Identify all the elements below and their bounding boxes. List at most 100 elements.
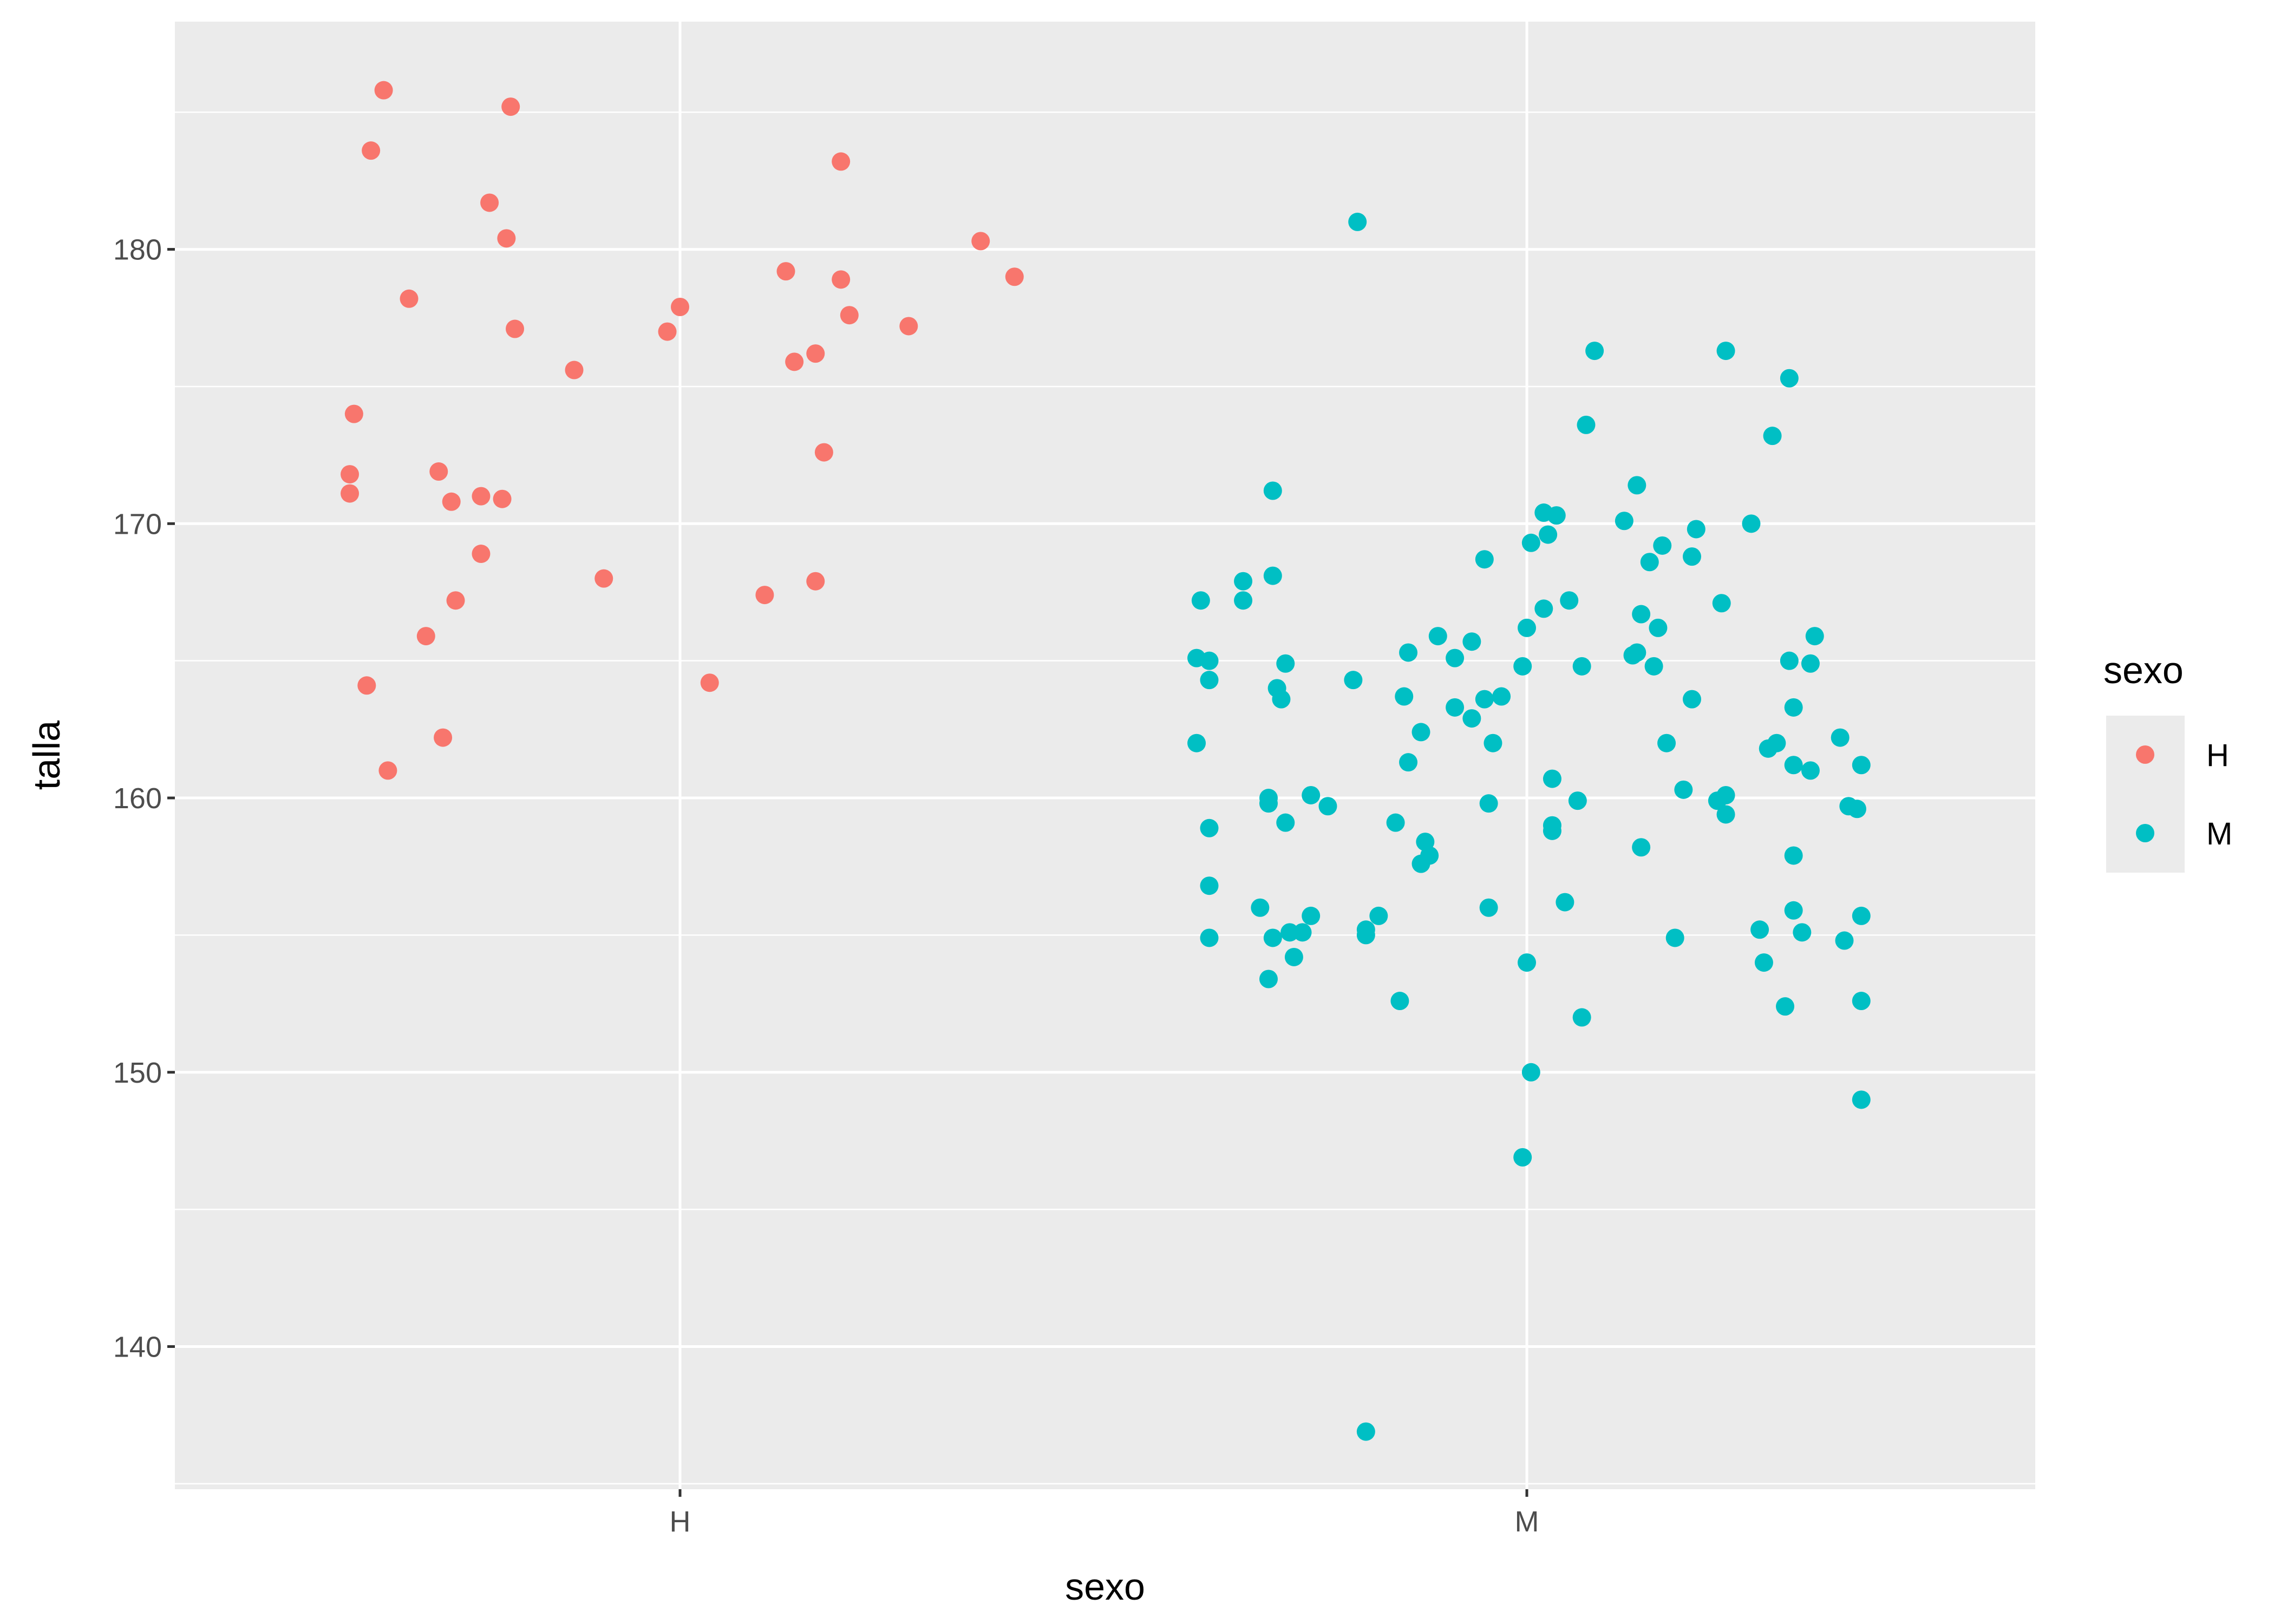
data-point-h xyxy=(429,462,448,481)
data-point-m xyxy=(1628,643,1646,662)
data-point-m xyxy=(1767,734,1786,752)
data-point-m xyxy=(1784,698,1803,717)
data-point-m xyxy=(1831,728,1850,747)
data-point-m xyxy=(1234,572,1253,591)
data-point-m xyxy=(1644,657,1663,676)
data-point-m xyxy=(1399,753,1418,772)
data-point-m xyxy=(1395,687,1414,706)
data-point-m xyxy=(1276,813,1295,832)
data-point-m xyxy=(1272,690,1291,709)
data-point-h xyxy=(442,492,461,511)
data-point-h xyxy=(1005,267,1024,286)
data-point-h xyxy=(806,344,825,363)
data-point-m xyxy=(1484,734,1502,752)
data-point-m xyxy=(1399,643,1418,662)
data-point-m xyxy=(1263,566,1282,585)
data-point-m xyxy=(1251,898,1270,917)
data-point-m xyxy=(1318,797,1337,816)
data-point-m xyxy=(1259,970,1278,988)
data-point-m xyxy=(1462,632,1481,651)
data-point-m xyxy=(1801,761,1820,780)
data-point-m xyxy=(1234,591,1253,610)
data-point-h xyxy=(806,572,825,591)
data-point-h xyxy=(357,676,376,695)
data-point-m xyxy=(1682,547,1701,566)
data-point-m xyxy=(1682,690,1701,709)
data-point-m xyxy=(1615,512,1633,531)
data-point-m xyxy=(1750,920,1769,939)
data-point-m xyxy=(1446,649,1465,667)
data-point-h xyxy=(378,761,397,780)
data-point-m xyxy=(1200,651,1219,670)
data-point-m xyxy=(1412,854,1430,873)
y-tick-label: 160 xyxy=(113,782,162,815)
data-point-h xyxy=(434,728,453,747)
data-point-m xyxy=(1475,690,1494,709)
data-point-m xyxy=(1191,591,1210,610)
data-point-m xyxy=(1479,794,1498,813)
data-point-m xyxy=(1259,794,1278,813)
data-point-h xyxy=(374,81,393,100)
data-point-m xyxy=(1284,947,1303,966)
data-point-h xyxy=(344,404,363,423)
data-point-m xyxy=(1556,893,1574,912)
data-point-m xyxy=(1280,923,1299,942)
y-tick-label: 140 xyxy=(113,1331,162,1364)
data-point-m xyxy=(1742,514,1761,533)
data-point-m xyxy=(1657,734,1676,752)
legend: sexo H M xyxy=(2103,649,2232,873)
data-point-m xyxy=(1543,769,1561,788)
data-point-m xyxy=(1428,627,1447,646)
data-point-h xyxy=(899,317,918,336)
data-point-m xyxy=(1200,671,1219,690)
data-point-h xyxy=(785,352,804,371)
data-point-m xyxy=(1585,342,1604,361)
data-point-h xyxy=(832,270,851,289)
data-point-m xyxy=(1665,928,1684,947)
minor-gridlines xyxy=(175,111,2035,1485)
data-point-h xyxy=(493,489,512,508)
data-point-m xyxy=(1716,805,1735,824)
data-point-m xyxy=(1716,785,1735,804)
data-point-m xyxy=(1263,481,1282,500)
data-point-m xyxy=(1560,591,1579,610)
x-tick-label: H xyxy=(670,1505,691,1538)
data-point-m xyxy=(1276,654,1295,673)
data-point-m xyxy=(1369,906,1388,925)
data-point-h xyxy=(776,262,795,281)
data-point-m xyxy=(1521,1063,1540,1082)
data-point-m xyxy=(1356,1422,1375,1441)
data-point-h xyxy=(472,487,491,506)
x-tick-label: M xyxy=(1515,1505,1539,1538)
data-point-m xyxy=(1687,520,1706,539)
data-point-m xyxy=(1784,901,1803,920)
data-point-m xyxy=(1513,657,1532,676)
data-point-h xyxy=(565,361,584,379)
data-point-m xyxy=(1547,506,1566,525)
data-point-m xyxy=(1539,525,1558,544)
data-point-m xyxy=(1412,723,1430,742)
data-point-m xyxy=(1462,709,1481,728)
data-point-h xyxy=(671,297,689,316)
data-point-h xyxy=(700,673,719,692)
data-point-m xyxy=(1302,906,1321,925)
data-point-h xyxy=(971,232,990,251)
data-point-m xyxy=(1754,953,1773,972)
data-point-m xyxy=(1200,818,1219,837)
legend-label-m: M xyxy=(2206,816,2232,852)
data-point-h xyxy=(832,152,851,171)
data-point-m xyxy=(1200,928,1219,947)
data-point-m xyxy=(1348,212,1367,231)
data-point-m xyxy=(1513,1148,1532,1167)
y-tick-label: 150 xyxy=(113,1057,162,1089)
data-point-m xyxy=(1649,618,1668,637)
data-point-m xyxy=(1632,605,1651,624)
data-point-h xyxy=(594,569,613,588)
data-point-h xyxy=(472,545,491,564)
data-point-h xyxy=(446,591,465,610)
data-point-m xyxy=(1776,997,1795,1016)
data-point-m xyxy=(1446,698,1465,717)
data-point-m xyxy=(1712,594,1731,613)
